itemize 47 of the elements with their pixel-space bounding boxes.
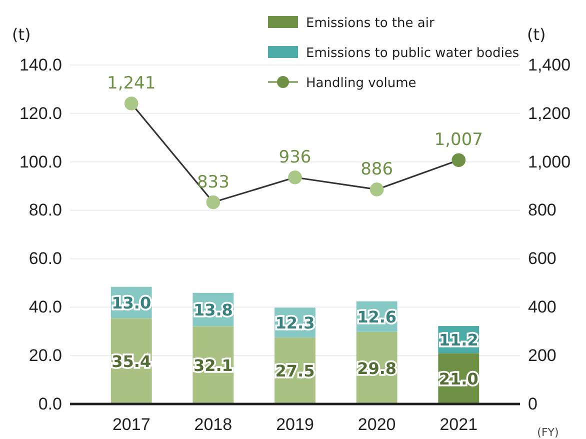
data-label: 1,007 [434, 130, 483, 150]
data-label: 13.8 [193, 300, 233, 320]
y-tick-label: 40.0 [28, 298, 62, 317]
point [124, 96, 138, 110]
data-label: 12.6 [357, 308, 397, 327]
y2-tick-label: 1,400 [528, 55, 571, 74]
data-label: 32.1 [193, 356, 233, 376]
data-label: 1,241 [107, 74, 156, 94]
y2-tick-label: 0 [528, 394, 538, 414]
text: (FY) [537, 426, 559, 439]
y2-tick-label: 1,200 [528, 104, 571, 123]
y-axis-title: (t) [12, 25, 31, 44]
y-tick-label: 60.0 [28, 249, 62, 268]
y2-tick-label: 200 [528, 346, 556, 366]
data-label: 35.4 [112, 352, 152, 372]
point [452, 153, 466, 168]
data-label: 11.2 [438, 330, 478, 350]
y-tick-label: 100.0 [19, 152, 62, 172]
y2-tick-label: 600 [528, 249, 556, 268]
point [206, 195, 220, 210]
y2-tick-label: 800 [528, 200, 556, 220]
y-tick-label: 140.0 [19, 55, 62, 74]
legend-label: Emissions to the air [306, 16, 435, 31]
point [370, 182, 384, 196]
x-tick-label: 2019 [276, 415, 314, 434]
x-tick-label: 2020 [358, 415, 396, 434]
data-label: 29.8 [357, 358, 397, 378]
data-label: 21.0 [438, 370, 478, 389]
data-label: 936 [278, 147, 312, 168]
x-tick-label: 2018 [194, 415, 232, 434]
point [288, 170, 302, 184]
data-label: 886 [360, 159, 394, 180]
y-tick-label: 0.0 [38, 394, 62, 414]
y2-axis-title: (t) [527, 25, 546, 44]
y-tick-label: 20.0 [28, 346, 62, 366]
data-label: 13.0 [112, 294, 152, 313]
y2-tick-label: 1,000 [528, 152, 571, 172]
legend-label: Emissions to public water bodies [306, 46, 520, 61]
data-label: 12.3 [275, 314, 315, 333]
data-label: 27.5 [275, 362, 315, 381]
y2-tick-label: 400 [528, 298, 556, 317]
y-tick-label: 120.0 [19, 104, 62, 123]
x-tick-label: 2017 [112, 415, 150, 434]
data-label: 833 [196, 172, 230, 192]
legend-label: Handling volume [306, 76, 416, 91]
y-tick-label: 80.0 [28, 200, 62, 220]
x-tick-label: 2021 [440, 415, 478, 434]
